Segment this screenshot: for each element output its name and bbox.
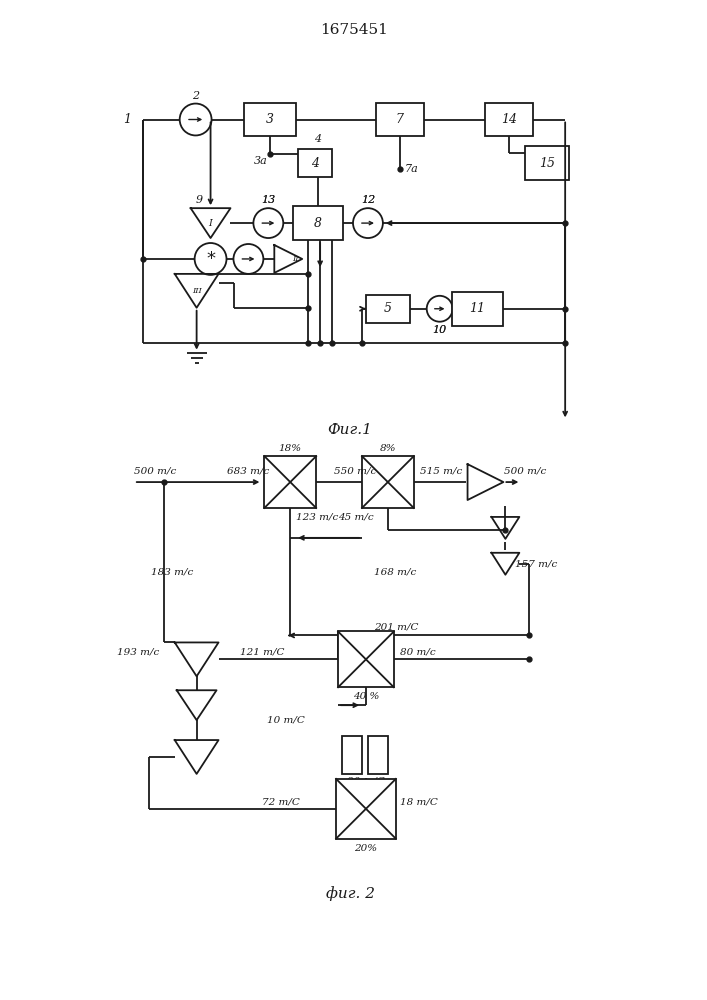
Text: 157 т/с: 157 т/с xyxy=(515,559,558,568)
Text: 8%: 8% xyxy=(380,444,396,453)
Text: 12: 12 xyxy=(361,195,375,205)
Bar xyxy=(362,456,414,508)
Text: II: II xyxy=(292,255,299,263)
Circle shape xyxy=(194,243,226,275)
Bar xyxy=(376,103,423,136)
Bar xyxy=(336,779,396,839)
Text: 15: 15 xyxy=(539,157,555,170)
Text: Фиг.1: Фиг.1 xyxy=(327,423,373,437)
Text: 9: 9 xyxy=(195,195,203,205)
Text: 90 т/С: 90 т/С xyxy=(347,776,385,785)
Text: 11: 11 xyxy=(469,302,486,315)
Text: 183 т/с: 183 т/с xyxy=(151,567,193,576)
Text: 123 т/с: 123 т/с xyxy=(296,513,339,522)
Text: 168 т/с: 168 т/с xyxy=(374,567,416,576)
Text: 10 т/С: 10 т/С xyxy=(267,715,305,724)
Text: 18 т/С: 18 т/С xyxy=(400,797,438,806)
Text: 500 т/с: 500 т/с xyxy=(134,466,176,475)
Text: 683 т/с: 683 т/с xyxy=(226,466,269,475)
Circle shape xyxy=(427,296,452,322)
Bar xyxy=(298,149,332,177)
Bar xyxy=(338,631,394,687)
Text: 80 т/с: 80 т/с xyxy=(400,648,436,657)
Bar xyxy=(525,146,569,180)
Text: III: III xyxy=(192,287,201,295)
Text: 14: 14 xyxy=(501,113,518,126)
Text: 121 т/С: 121 т/С xyxy=(240,648,285,657)
Text: 72 т/С: 72 т/С xyxy=(262,797,300,806)
Bar xyxy=(368,736,388,774)
Bar xyxy=(293,206,343,240)
Text: 13: 13 xyxy=(261,195,276,205)
Text: 3: 3 xyxy=(267,113,274,126)
Text: 500 т/с: 500 т/с xyxy=(504,466,547,475)
Text: *: * xyxy=(206,250,215,268)
Text: 515 т/с: 515 т/с xyxy=(420,466,462,475)
Text: 7a: 7a xyxy=(405,164,419,174)
Bar xyxy=(264,456,316,508)
Text: 12: 12 xyxy=(361,195,375,205)
Text: 20%: 20% xyxy=(354,844,378,853)
Bar xyxy=(366,295,410,323)
Text: 10: 10 xyxy=(433,325,447,335)
Text: 4: 4 xyxy=(314,134,321,144)
Text: 3a: 3a xyxy=(254,156,267,166)
Circle shape xyxy=(233,244,263,274)
Text: 40 %: 40 % xyxy=(353,692,379,701)
Text: 201 т/С: 201 т/С xyxy=(374,622,419,631)
Text: 10: 10 xyxy=(433,325,447,335)
Text: 13: 13 xyxy=(261,195,276,205)
Text: 7: 7 xyxy=(396,113,404,126)
Text: 2: 2 xyxy=(192,91,199,101)
Text: 45 т/с: 45 т/с xyxy=(338,513,374,522)
Text: 4: 4 xyxy=(311,157,319,170)
Bar xyxy=(245,103,296,136)
Text: 550 т/с: 550 т/с xyxy=(334,466,376,475)
Circle shape xyxy=(180,104,211,135)
Bar xyxy=(486,103,533,136)
Text: I: I xyxy=(209,219,213,228)
Text: 1: 1 xyxy=(123,113,131,126)
Bar xyxy=(342,736,362,774)
Circle shape xyxy=(353,208,383,238)
Text: фиг. 2: фиг. 2 xyxy=(325,886,375,901)
Text: 18%: 18% xyxy=(279,444,302,453)
Text: 1675451: 1675451 xyxy=(320,23,388,37)
Text: 5: 5 xyxy=(384,302,392,315)
Circle shape xyxy=(253,208,284,238)
Text: 193 т/с: 193 т/с xyxy=(117,648,159,657)
Text: 8: 8 xyxy=(314,217,322,230)
Bar xyxy=(452,292,503,326)
